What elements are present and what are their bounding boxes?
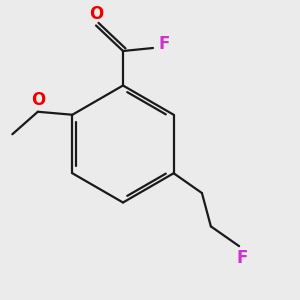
Text: O: O: [31, 91, 45, 109]
Text: F: F: [236, 249, 248, 267]
Text: F: F: [159, 35, 170, 53]
Text: O: O: [89, 5, 103, 23]
